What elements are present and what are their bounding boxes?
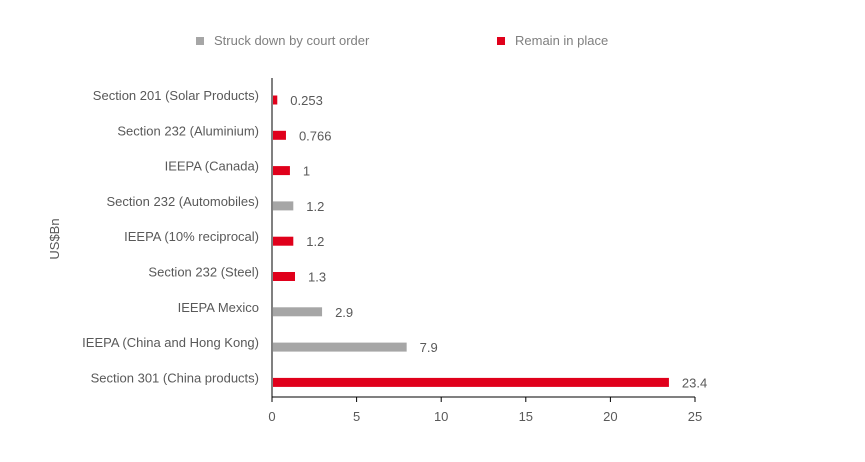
category-label: Section 232 (Aluminium)	[117, 123, 259, 138]
data-label: 7.9	[420, 340, 438, 355]
category-label: Section 201 (Solar Products)	[93, 88, 259, 103]
category-label: Section 232 (Steel)	[148, 265, 259, 280]
category-label: IEEPA Mexico	[178, 300, 259, 315]
data-label: 1.3	[308, 270, 326, 285]
category-label: Section 301 (China products)	[91, 370, 259, 385]
bar	[273, 307, 323, 317]
bar	[273, 95, 278, 105]
bar	[273, 236, 294, 246]
data-label: 23.4	[682, 375, 707, 390]
bar	[273, 272, 295, 281]
category-label: IEEPA (China and Hong Kong)	[82, 335, 259, 350]
data-label: 0.766	[299, 128, 332, 143]
bar	[273, 166, 290, 176]
x-tick-label: 10	[434, 409, 448, 424]
data-label: 0.253	[290, 93, 323, 108]
x-tick-label: 5	[353, 409, 360, 424]
legend-swatch-struck	[196, 36, 204, 45]
data-label: 1.2	[306, 199, 324, 214]
x-tick-label: 25	[688, 409, 702, 424]
bar	[273, 201, 294, 211]
legend-label-struck: Struck down by court order	[214, 33, 370, 48]
bar	[273, 342, 407, 352]
bar	[273, 377, 669, 387]
legend-item-remain: Remain in place	[497, 33, 608, 48]
x-tick-label: 15	[519, 409, 533, 424]
category-label: IEEPA (Canada)	[165, 159, 259, 174]
legend-item-struck: Struck down by court order	[196, 33, 369, 48]
bar	[273, 130, 286, 140]
data-label: 1	[303, 164, 310, 179]
category-label: Section 232 (Automobiles)	[107, 194, 259, 209]
x-tick-label: 20	[603, 409, 617, 424]
x-tick-label: 0	[268, 409, 275, 424]
legend-swatch-remain	[497, 36, 505, 45]
data-label: 1.2	[306, 234, 324, 249]
data-label: 2.9	[335, 305, 353, 320]
category-label: IEEPA (10% reciprocal)	[124, 229, 259, 244]
legend-label-remain: Remain in place	[515, 33, 609, 48]
y-axis-title: US$Bn	[47, 218, 62, 259]
